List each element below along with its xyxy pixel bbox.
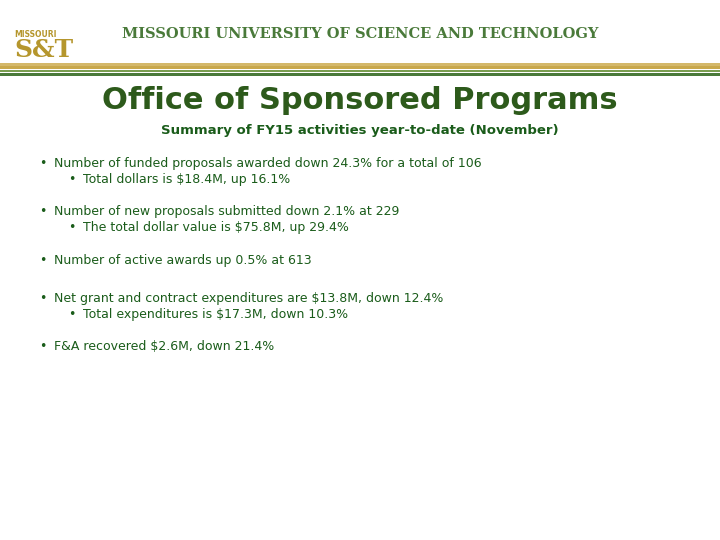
Text: Office of Sponsored Programs: Office of Sponsored Programs — [102, 86, 618, 116]
Text: •: • — [40, 292, 47, 305]
Text: •: • — [68, 308, 76, 321]
Text: F&A recovered $2.6M, down 21.4%: F&A recovered $2.6M, down 21.4% — [54, 340, 274, 353]
Text: The total dollar value is $75.8M, up 29.4%: The total dollar value is $75.8M, up 29.… — [83, 221, 348, 234]
Text: Number of active awards up 0.5% at 613: Number of active awards up 0.5% at 613 — [54, 254, 312, 267]
Text: •: • — [40, 340, 47, 353]
Text: MISSOURI: MISSOURI — [14, 30, 57, 39]
Text: Number of new proposals submitted down 2.1% at 229: Number of new proposals submitted down 2… — [54, 205, 400, 218]
Text: Total dollars is $18.4M, up 16.1%: Total dollars is $18.4M, up 16.1% — [83, 173, 290, 186]
Text: Number of funded proposals awarded down 24.3% for a total of 106: Number of funded proposals awarded down … — [54, 157, 482, 170]
Text: S&T: S&T — [14, 38, 73, 62]
Text: •: • — [68, 173, 76, 186]
Text: •: • — [40, 157, 47, 170]
Text: •: • — [40, 254, 47, 267]
Text: •: • — [68, 221, 76, 234]
Text: Summary of FY15 activities year-to-date (November): Summary of FY15 activities year-to-date … — [161, 124, 559, 137]
Text: Net grant and contract expenditures are $13.8M, down 12.4%: Net grant and contract expenditures are … — [54, 292, 444, 305]
Text: MISSOURI UNIVERSITY OF SCIENCE AND TECHNOLOGY: MISSOURI UNIVERSITY OF SCIENCE AND TECHN… — [122, 27, 598, 41]
Text: •: • — [40, 205, 47, 218]
Text: Total expenditures is $17.3M, down 10.3%: Total expenditures is $17.3M, down 10.3% — [83, 308, 348, 321]
